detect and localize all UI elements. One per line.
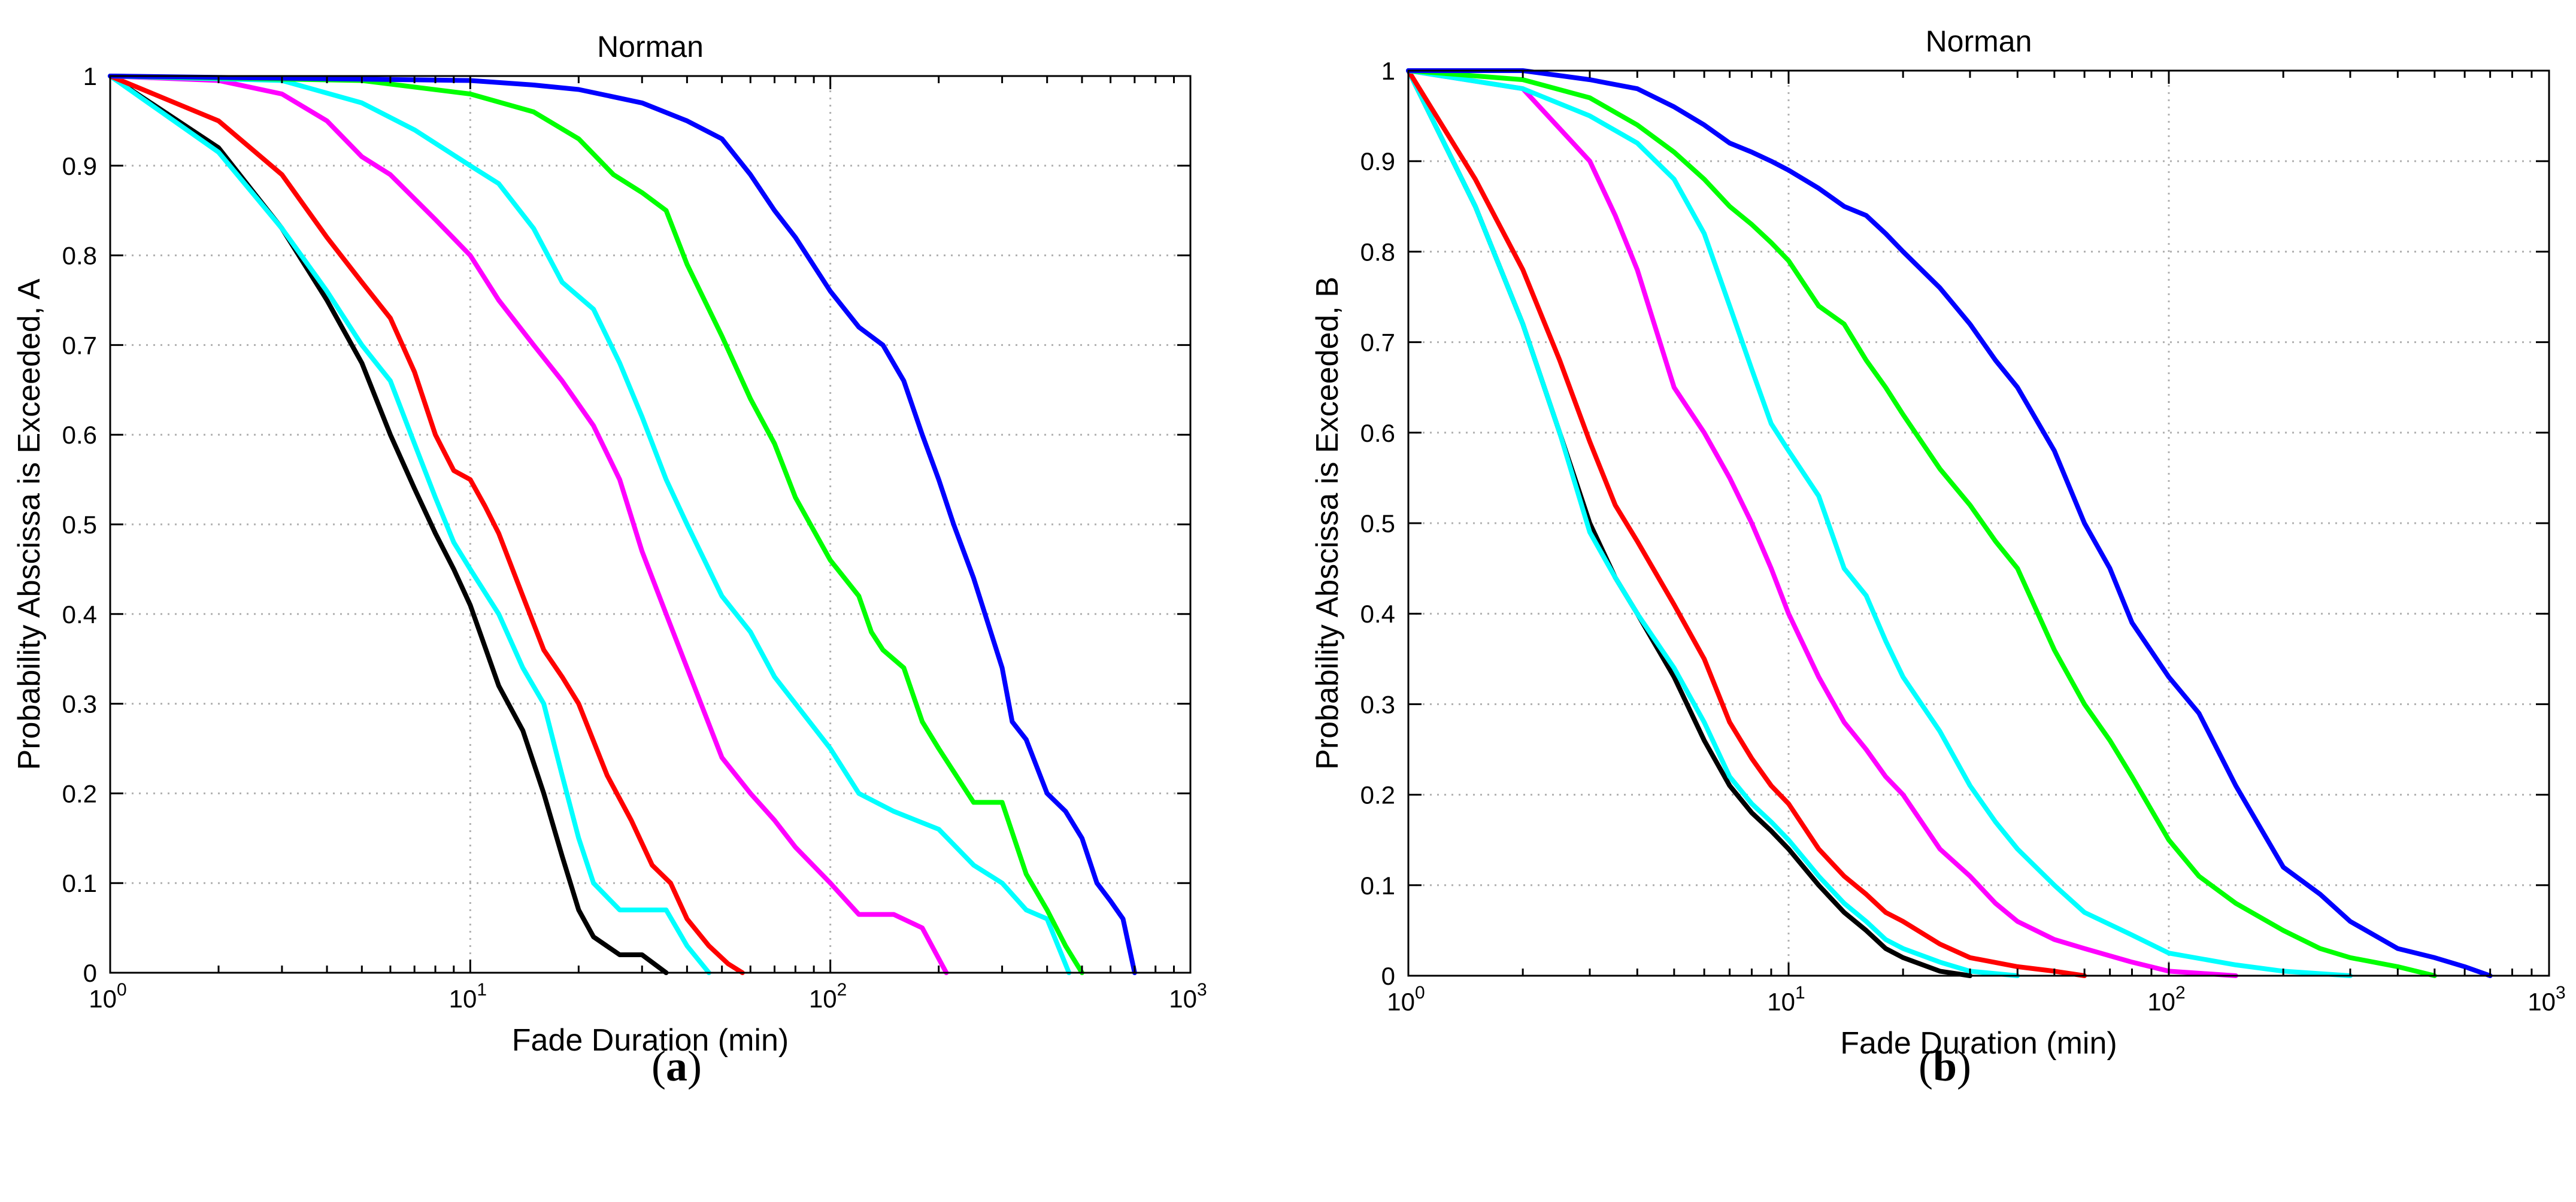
chart-b-y-tick-label: 0.8 <box>1360 238 1395 266</box>
chart-b-plot-area <box>1408 71 2549 976</box>
chart-a-series-red <box>108 74 745 975</box>
panel-label-b-text: b <box>1932 1042 1957 1090</box>
panel-label-a: (a) <box>651 1042 702 1090</box>
chart-a-series-green <box>108 74 1084 975</box>
chart-a-title: Norman <box>597 30 704 63</box>
chart-b-series-red <box>1406 68 2087 978</box>
chart-b-x-axis-label: Fade Duration (min) <box>1840 1026 2117 1061</box>
panel-label-a-text: a <box>666 1042 687 1090</box>
chart-b-y-tick-label: 0 <box>1381 962 1395 990</box>
chart-a-y-axis-label: Probability Abscissa is Exceeded, A <box>12 278 47 770</box>
chart-a-y-tick-label: 0.5 <box>62 511 97 539</box>
chart-b-y-tick-label: 0.9 <box>1360 147 1395 175</box>
chart-b-y-tick-label: 0.1 <box>1360 872 1395 900</box>
chart-b-x-tick-label: 101 <box>1767 983 1805 1016</box>
chart-b-series-magenta <box>1406 68 2238 978</box>
chart-b-x-tick-label: 103 <box>2527 983 2565 1016</box>
chart-a: 0 0.1 0.2 0.3 0.4 0.5 0.6 0.7 0.8 0.9 1 100 101 102 10… <box>12 30 1207 1058</box>
chart-b-y-tick-label: 0.5 <box>1360 509 1395 538</box>
chart-b: 0 0.1 0.2 0.3 0.4 0.5 0.6 0.7 0.8 0.9 1 100 101 102 10… <box>1310 25 2566 1061</box>
chart-a-y-tick-label: 1 <box>83 62 97 90</box>
chart-a-x-axis-label: Fade Duration (min) <box>512 1023 789 1058</box>
chart-b-y-tick-label: 0.3 <box>1360 690 1395 718</box>
chart-b-series-cyan-2 <box>1406 68 2353 978</box>
panel-label-b: (b) <box>1918 1042 1971 1090</box>
chart-b-y-tick-label: 0.4 <box>1360 600 1395 628</box>
chart-b-y-tick-label: 1 <box>1381 57 1395 85</box>
chart-b-x-tick-label: 100 <box>1387 983 1425 1016</box>
chart-a-y-tick-label: 0 <box>83 959 97 987</box>
chart-a-x-tick-label: 101 <box>449 980 487 1013</box>
chart-b-y-tick-label: 0.6 <box>1360 419 1395 447</box>
chart-b-y-axis-label: Probability Abscissa is Exceeded, B <box>1310 277 1345 770</box>
chart-a-x-tick-label: 103 <box>1169 980 1207 1013</box>
chart-b-y-tick-label: 0.7 <box>1360 329 1395 357</box>
chart-b-series-cyan-1 <box>1406 68 2020 978</box>
chart-a-series-cyan-2 <box>108 74 1072 975</box>
chart-b-y-tick-label: 0.2 <box>1360 781 1395 809</box>
chart-a-x-tick-label: 100 <box>89 980 126 1013</box>
chart-b-series-blue <box>1406 68 2493 978</box>
chart-a-y-tick-label: 0.8 <box>62 242 97 270</box>
chart-a-series-black <box>108 74 669 975</box>
chart-b-x-tick-label: 102 <box>2147 983 2185 1016</box>
chart-a-x-tick-label: 102 <box>809 980 847 1013</box>
chart-a-series-blue <box>108 74 1137 975</box>
chart-a-y-tick-label: 0.1 <box>62 869 97 897</box>
chart-a-y-tick-label: 0.6 <box>62 421 97 449</box>
chart-a-series-cyan-1 <box>108 74 711 975</box>
chart-b-title: Norman <box>1926 25 2032 58</box>
chart-a-y-tick-label: 0.4 <box>62 600 97 629</box>
chart-a-y-tick-label: 0.2 <box>62 779 97 808</box>
chart-a-y-tick-label: 0.3 <box>62 690 97 718</box>
chart-b-series-green <box>1406 68 2437 978</box>
chart-a-y-tick-label: 0.7 <box>62 331 97 359</box>
chart-a-y-tick-label: 0.9 <box>62 152 97 180</box>
chart-a-series-magenta <box>108 74 949 975</box>
